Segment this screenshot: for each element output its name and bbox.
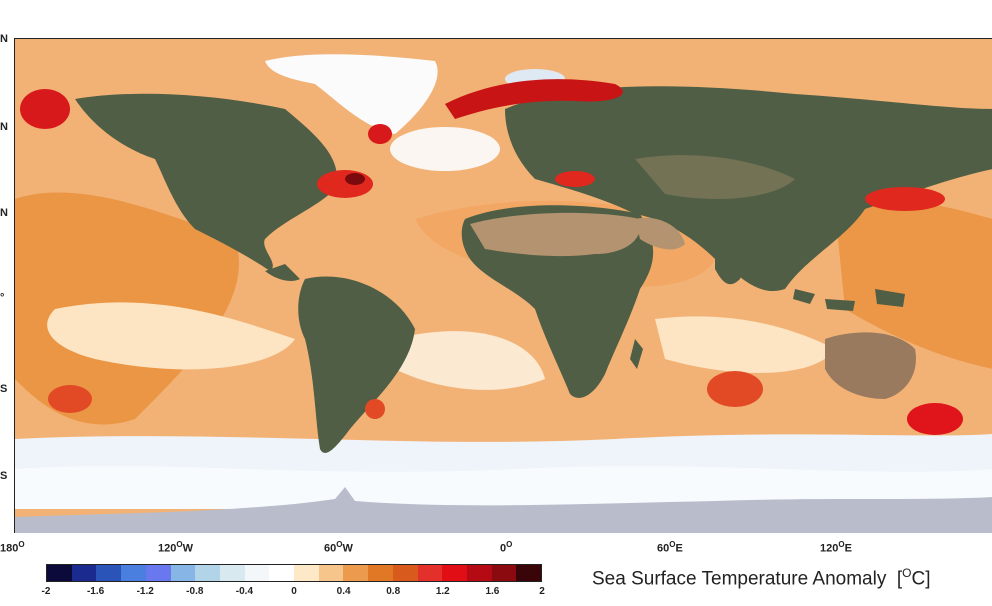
new-guinea [875, 289, 905, 307]
colorbar-tick-label: 2 [539, 586, 545, 597]
colorbar-tick-label: 1.6 [485, 586, 500, 597]
ocean-cool-patch [390, 127, 500, 171]
south-america [298, 276, 415, 453]
india [715, 239, 744, 285]
colorbar-tick-label: -2 [41, 586, 51, 597]
colorbar-swatch [219, 565, 245, 581]
antarctica [15, 487, 992, 533]
lat-label: N [0, 33, 8, 45]
hotspot-barents-sea [445, 79, 623, 119]
lat-label: S [0, 383, 8, 395]
colorbar-swatch [343, 565, 369, 581]
lat-label: N [0, 207, 8, 219]
hotspot-gulf-stream [317, 170, 373, 198]
lon-label-180: 180O [0, 540, 25, 555]
indonesia [793, 289, 815, 304]
colorbar-tick-label: -1.6 [86, 586, 105, 597]
ocean-pale-region [395, 331, 545, 390]
ocean-warm-region [835, 200, 992, 369]
lat-label: S [0, 470, 8, 482]
ocean-pale-region [655, 316, 835, 373]
north-america [75, 93, 337, 271]
colorbar-swatch [516, 565, 542, 581]
colorbar-tick-label: 0.8 [386, 586, 401, 597]
colorbar-swatch [442, 565, 467, 581]
colorbar-swatch [195, 565, 220, 581]
greenland [265, 54, 438, 134]
madagascar [630, 339, 643, 369]
colorbar-swatch [417, 565, 443, 581]
hotspot-gulf-stream-core [345, 173, 365, 185]
colorbar-swatch [466, 565, 492, 581]
indonesia [825, 299, 855, 311]
arabian-peninsula [635, 217, 685, 250]
colorbar-swatch [96, 565, 122, 581]
hotspot-mediterranean [555, 171, 595, 187]
colorbar-swatch [71, 565, 97, 581]
hotspot-kuroshio [865, 187, 945, 211]
colorbar-tick-label: 0 [291, 586, 297, 597]
colorbar-swatch [392, 565, 418, 581]
colorbar-swatch [368, 565, 393, 581]
ocean-pale-region [47, 302, 296, 370]
lat-label: N [0, 121, 8, 133]
hotspot-indian-ocean [707, 371, 763, 407]
sahara-desert [470, 212, 641, 257]
colorbar-tick-label: -0.8 [186, 586, 204, 597]
hotspot-south-pacific [48, 385, 92, 413]
colorbar-swatch [318, 565, 344, 581]
colorbar-swatch [269, 565, 295, 581]
colorbar-swatch [145, 565, 171, 581]
southern-cool-band [15, 466, 992, 509]
map-canvas [15, 39, 992, 533]
lon-label-120w: 120OW [158, 540, 193, 555]
africa [461, 205, 654, 398]
colorbar-swatch [244, 565, 270, 581]
lon-label-60w: 60OW [324, 540, 353, 555]
lon-label-60e: 60OE [657, 540, 683, 555]
hotspot-tasman-sea [907, 403, 963, 435]
colorbar-title: Sea Surface Temperature Anomaly [OC] [592, 566, 931, 590]
colorbar-tick-label: 1.2 [435, 586, 450, 597]
lat-label: ° [0, 292, 5, 304]
colorbar [46, 564, 542, 582]
lon-label-0: 0O [500, 540, 513, 555]
hotspot-south-atlantic [365, 399, 385, 419]
hotspot-labrador-sea [368, 124, 392, 144]
colorbar-tick-label: -0.4 [235, 586, 254, 597]
central-asia-desert [635, 155, 795, 199]
colorbar-tick-label: 0.4 [336, 586, 351, 597]
hotspot-north-pacific [20, 89, 70, 129]
colorbar-swatch [170, 565, 196, 581]
colorbar-swatch [294, 565, 319, 581]
central-america [265, 264, 300, 282]
colorbar-tick-label: -1.2 [136, 586, 154, 597]
sst-anomaly-map [14, 38, 992, 533]
colorbar-swatch [47, 565, 72, 581]
colorbar-swatch [121, 565, 146, 581]
lon-label-120e: 120OE [820, 540, 852, 555]
colorbar-swatch [491, 565, 517, 581]
australia [825, 332, 916, 399]
